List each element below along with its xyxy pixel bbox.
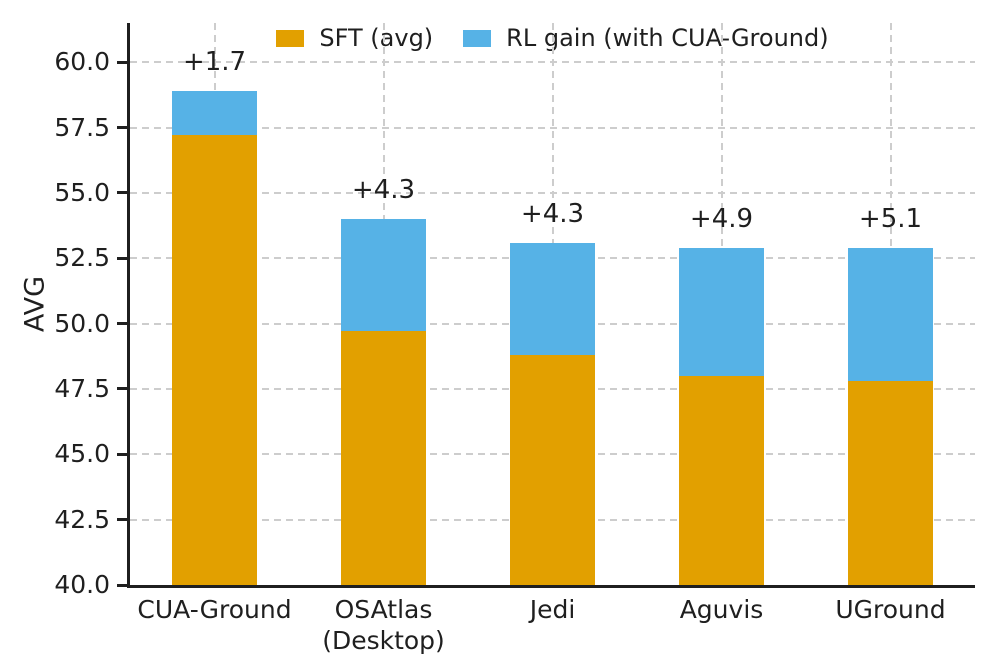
- y-tick-mark: [117, 583, 127, 587]
- bar-sft-1: [341, 331, 426, 585]
- x-tick-label-line: Aguvis: [679, 595, 764, 624]
- y-tick-label: 40.0: [54, 570, 110, 599]
- x-tick-label-3: Aguvis: [637, 594, 806, 625]
- y-tick-mark: [117, 387, 127, 391]
- y-tick-mark: [117, 60, 127, 64]
- y-tick-mark: [117, 191, 127, 195]
- x-tick-label-line: OSAtlas: [334, 595, 433, 624]
- y-tick-mark: [117, 256, 127, 260]
- bar-rl-gain-2: [510, 242, 595, 355]
- y-tick-label: 55.0: [54, 177, 110, 207]
- y-tick-mark: [117, 452, 127, 456]
- legend-item-rl-gain: RL gain (with CUA-Ground): [463, 24, 829, 52]
- bar-rl-gain-3: [679, 247, 764, 376]
- legend-item-sft: SFT (avg): [276, 24, 433, 52]
- x-tick-label-line: CUA-Ground: [137, 595, 292, 624]
- bar-annotation-0: +1.7: [182, 46, 247, 77]
- bar-rl-gain-4: [848, 247, 933, 382]
- y-tick-label: 50.0: [54, 308, 110, 338]
- y-tick-label: 52.5: [54, 243, 110, 273]
- bar-annotation-4: +5.1: [858, 203, 923, 234]
- x-tick-label-line: (Desktop): [322, 626, 445, 655]
- bar-annotation-2: +4.3: [520, 198, 585, 229]
- x-tick-label-0: CUA-Ground: [130, 594, 299, 625]
- bar-sft-2: [510, 354, 595, 585]
- y-tick-label: 45.0: [54, 439, 110, 469]
- bar-sft-3: [679, 375, 764, 585]
- y-tick-mark: [117, 126, 127, 130]
- bar-rl-gain-0: [172, 90, 257, 136]
- bar-annotation-3: +4.9: [689, 203, 754, 234]
- bar-sft-4: [848, 381, 933, 585]
- legend-label-sft: SFT (avg): [319, 24, 434, 52]
- bar-sft-0: [172, 135, 257, 585]
- bar-rl-gain-1: [341, 219, 426, 332]
- x-tick-label-1: OSAtlas (Desktop): [299, 594, 468, 656]
- x-tick-label-2: Jedi: [468, 594, 637, 625]
- x-tick-label-line: UGround: [835, 595, 946, 624]
- y-tick-mark: [117, 322, 127, 326]
- y-tick-mark: [117, 518, 127, 522]
- x-tick-label-4: UGround: [806, 594, 975, 625]
- legend-label-rl-gain: RL gain (with CUA-Ground): [506, 24, 829, 52]
- rl-gain-swatch-icon: [463, 29, 492, 47]
- x-axis-spine: [127, 585, 975, 588]
- legend: SFT (avg) RL gain (with CUA-Ground): [130, 24, 975, 52]
- y-tick-label: 57.5: [54, 112, 110, 142]
- sft-swatch-icon: [276, 29, 305, 47]
- y-tick-label: 47.5: [54, 373, 110, 403]
- y-tick-label: 60.0: [54, 47, 110, 77]
- bar-annotation-1: +4.3: [351, 175, 416, 206]
- y-axis-spine: [127, 23, 130, 588]
- y-tick-label: 42.5: [54, 504, 110, 534]
- x-tick-label-line: Jedi: [529, 595, 576, 624]
